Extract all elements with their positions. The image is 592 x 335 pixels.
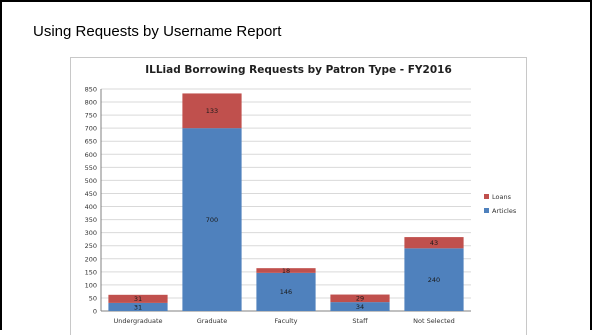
y-tick-label: 650: [85, 138, 97, 146]
legend-swatch-articles: [484, 208, 489, 213]
y-tick-label: 50: [89, 294, 97, 302]
x-tick-label: Not Selected: [413, 317, 455, 325]
y-tick-label: 150: [85, 268, 97, 276]
y-tick-label: 700: [85, 125, 97, 133]
bar-loans-not-selected: [404, 237, 464, 249]
data-label: 700: [206, 216, 218, 224]
y-tick-label: 550: [85, 164, 97, 172]
bar-articles-graduate: [182, 128, 242, 311]
bar-articles-not-selected: [404, 248, 464, 311]
bar-articles-undergraduate: [108, 302, 168, 311]
legend-label-loans: Loans: [492, 193, 512, 201]
data-label: 31: [134, 303, 142, 311]
x-tick-label: Undergraduate: [113, 317, 162, 325]
slide-title: Using Requests by Username Report: [33, 23, 282, 40]
data-label: 43: [430, 239, 438, 247]
y-tick-label: 850: [85, 86, 97, 94]
x-tick-label: Graduate: [197, 317, 227, 325]
y-tick-label: 400: [85, 203, 97, 211]
bar-articles-staff: [330, 302, 390, 311]
y-tick-label: 750: [85, 112, 97, 120]
y-tick-label: 800: [85, 99, 97, 107]
y-tick-label: 300: [85, 229, 97, 237]
bar-loans-undergraduate: [108, 294, 168, 303]
y-tick-label: 100: [85, 281, 97, 289]
data-label: 29: [356, 295, 364, 303]
y-tick-label: 0: [93, 308, 97, 316]
data-label: 240: [428, 276, 440, 284]
y-tick-label: 600: [85, 151, 97, 159]
x-tick-label: Faculty: [274, 317, 297, 325]
bar-loans-staff: [330, 294, 390, 303]
y-tick-label: 450: [85, 190, 97, 198]
data-label: 34: [356, 303, 364, 311]
data-label: 31: [134, 295, 142, 303]
data-label: 18: [282, 267, 290, 275]
bar-loans-faculty: [256, 268, 316, 273]
chart-frame: ILLiad Borrowing Requests by Patron Type…: [70, 57, 527, 335]
bar-articles-faculty: [256, 272, 316, 311]
legend-swatch-loans: [484, 194, 489, 199]
legend-label-articles: Articles: [492, 207, 517, 215]
data-label: 146: [280, 288, 292, 296]
data-label: 133: [206, 107, 218, 115]
y-tick-label: 200: [85, 255, 97, 263]
x-tick-label: Staff: [352, 317, 368, 325]
bar-loans-graduate: [182, 93, 242, 129]
chart-title: ILLiad Borrowing Requests by Patron Type…: [145, 64, 452, 76]
y-tick-label: 350: [85, 216, 97, 224]
stacked-bar-chart: 0 50 100 150 200 250 300 350 400 450 500 550 600 650 7…: [85, 86, 517, 326]
y-tick-label: 500: [85, 177, 97, 185]
y-tick-label: 250: [85, 242, 97, 250]
